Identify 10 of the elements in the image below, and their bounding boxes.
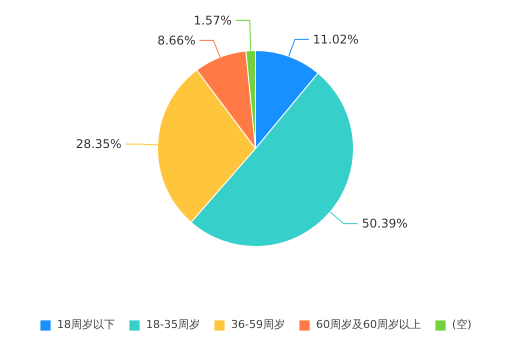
legend-label: 60周岁及60周岁以上 xyxy=(316,317,421,332)
legend-label: 18周岁以下 xyxy=(57,317,116,332)
data-label: 1.57% xyxy=(194,13,232,28)
data-label: 11.02% xyxy=(312,32,359,46)
legend-label: 18-35周岁 xyxy=(146,317,200,332)
legend-label: (空) xyxy=(452,317,472,332)
legend-label: 36-59周岁 xyxy=(231,317,285,332)
data-label: 8.66% xyxy=(157,33,196,48)
data-label: 28.35% xyxy=(76,137,122,152)
data-label: 50.39% xyxy=(362,216,408,231)
